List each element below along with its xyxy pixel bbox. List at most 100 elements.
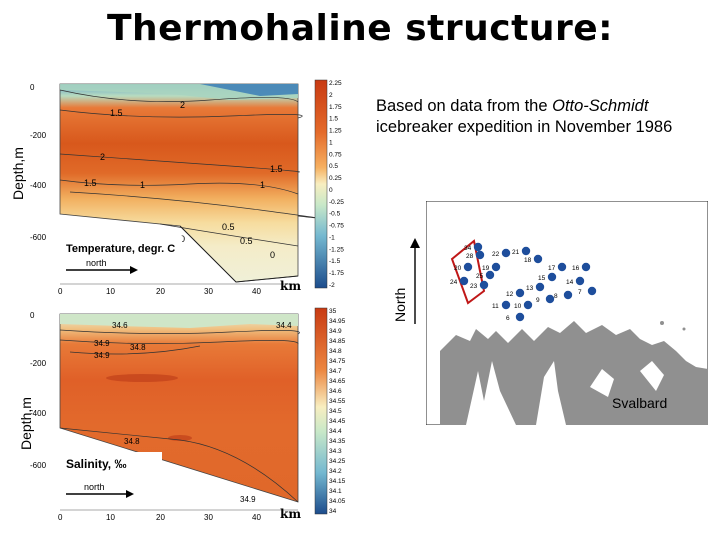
sal-y-tick: -600: [30, 461, 47, 470]
temp-colorbar: [314, 79, 328, 289]
station-label: 11: [492, 303, 499, 310]
sal-colorbar-labels: 35 34.95 34.9 34.85 34.8 34.75 34.7 34.65 34.6 34…: [329, 308, 346, 515]
sal-y-tick: 0: [30, 311, 35, 320]
north-label: North: [392, 287, 408, 322]
station-label: 12: [506, 291, 514, 298]
station-label: 20: [454, 265, 462, 272]
sal-x-tick: 30: [204, 513, 213, 522]
temp-legend-box: [62, 236, 182, 280]
station-dot: [491, 262, 501, 272]
sal-colorbar-label: 34.15: [329, 478, 346, 485]
temp-arrow-head: [130, 266, 138, 274]
temp-contour-label: 2: [100, 152, 105, 162]
sal-colorbar-label: 35: [329, 308, 337, 315]
sal-colorbar-label: 34.85: [329, 338, 346, 345]
temp-x-tick: 30: [204, 287, 213, 296]
temp-colorbar-label: -0.25: [329, 199, 344, 206]
station-dot: [523, 300, 533, 310]
temp-colorbar-label: 2: [329, 92, 333, 99]
station-label: 18: [524, 257, 532, 264]
sal-contour-label: 34.8: [124, 437, 140, 446]
sal-x-tick: 20: [156, 513, 165, 522]
station-dot: [547, 272, 557, 282]
station-dot: [563, 290, 573, 300]
temp-colorbar-label: 1: [329, 139, 333, 146]
station-label: 22: [492, 251, 500, 258]
sal-contour-label: 34.9: [240, 495, 256, 504]
expedition-caption: Based on data from the Otto-Schmidt iceb…: [376, 96, 676, 138]
temp-contour-label: 1.5: [84, 178, 97, 188]
caption-text-1: Based on data from the: [376, 97, 553, 115]
station-dot: [581, 262, 591, 272]
temp-x-tick: 0: [58, 287, 63, 296]
station-dot: [475, 250, 485, 260]
sal-colorbar-label: 34: [329, 508, 337, 515]
temp-colorbar-label: -2: [329, 282, 335, 289]
temp-colorbar-label: -1.75: [329, 270, 344, 277]
station-label: 23: [470, 283, 478, 290]
temp-contour-label: 1: [260, 180, 265, 190]
station-label: 21: [512, 249, 520, 256]
temp-contour-label: 0: [270, 250, 275, 260]
sal-x-unit: km: [280, 507, 301, 521]
sal-colorbar-label: 34.55: [329, 398, 346, 405]
sal-colorbar-label: 34.05: [329, 498, 346, 505]
station-label: 19: [482, 265, 490, 272]
sal-colorbar-label: 34.6: [329, 388, 342, 395]
sal-contour-label: 34.9: [94, 339, 110, 348]
temp-contour-label: 1.5: [110, 108, 123, 118]
sal-colorbar-label: 34.2: [329, 468, 342, 475]
station-dot: [463, 262, 473, 272]
depth-axis-label-top: Depth,m: [10, 147, 26, 200]
station-dot: [501, 248, 511, 258]
temp-y-tick: 0: [30, 83, 35, 92]
temp-colorbar-label: 1.25: [329, 128, 342, 135]
sal-colorbar-label: 34.1: [329, 488, 342, 495]
station-label: 13: [526, 285, 534, 292]
sal-colorbar-label: 34.25: [329, 458, 346, 465]
station-dot: [521, 246, 531, 256]
temp-colorbar-label: 1.5: [329, 116, 338, 123]
temp-colorbar-label: 0.5: [329, 163, 338, 170]
sal-x-tick: 0: [58, 513, 63, 522]
caption-text-2: icebreaker expedition in November 1986: [376, 118, 673, 136]
svalbard-label: Svalbard: [612, 395, 668, 411]
temp-panel-title: Temperature, degr. C: [66, 243, 175, 255]
sal-colorbar-label: 34.9: [329, 328, 342, 335]
temp-colorbar-label: -1.5: [329, 258, 341, 265]
station-dot: [515, 312, 525, 322]
temp-colorbar-label: 0.25: [329, 175, 342, 182]
station-label: 17: [548, 265, 556, 272]
sal-colorbar-label: 34.45: [329, 418, 346, 425]
station-dot: [575, 276, 585, 286]
station-label: 9: [536, 297, 540, 304]
sal-colorbar-label: 34.8: [329, 348, 342, 355]
temp-colorbar-label: -1.25: [329, 246, 344, 253]
station-label: 7: [578, 289, 582, 296]
sal-colorbar-label: 34.75: [329, 358, 346, 365]
svalbard-land: [440, 321, 708, 425]
station-dot: [501, 300, 511, 310]
north-arrow: [410, 238, 420, 324]
station-dot: [479, 280, 489, 290]
sal-colorbar-label: 34.65: [329, 378, 346, 385]
sal-contour-label: 34.4: [276, 321, 292, 330]
temp-colorbar-label: 0: [329, 187, 333, 194]
station-dot: [535, 282, 545, 292]
temp-x-tick: 20: [156, 287, 165, 296]
temp-y-tick: -400: [30, 181, 47, 190]
sal-arrow-head: [126, 490, 134, 498]
temperature-section: 1.5 2 2 1.5 1.5 1 1 0.5 0.5 0 0 Temperat…: [30, 79, 344, 296]
station-label: 8: [554, 293, 558, 300]
station-label: 15: [538, 275, 546, 282]
sal-y-tick: -400: [30, 409, 47, 418]
sal-colorbar-label: 34.95: [329, 318, 346, 325]
sal-contour-label: 34.6: [112, 321, 128, 330]
sal-colorbar-label: 34.3: [329, 448, 342, 455]
station-dot: [515, 288, 525, 298]
page-title: Thermohaline structure:: [106, 8, 614, 49]
temp-y-tick: -600: [30, 233, 47, 242]
temp-contour-label: 0: [180, 234, 185, 244]
temp-colorbar-label: -0.5: [329, 211, 341, 218]
